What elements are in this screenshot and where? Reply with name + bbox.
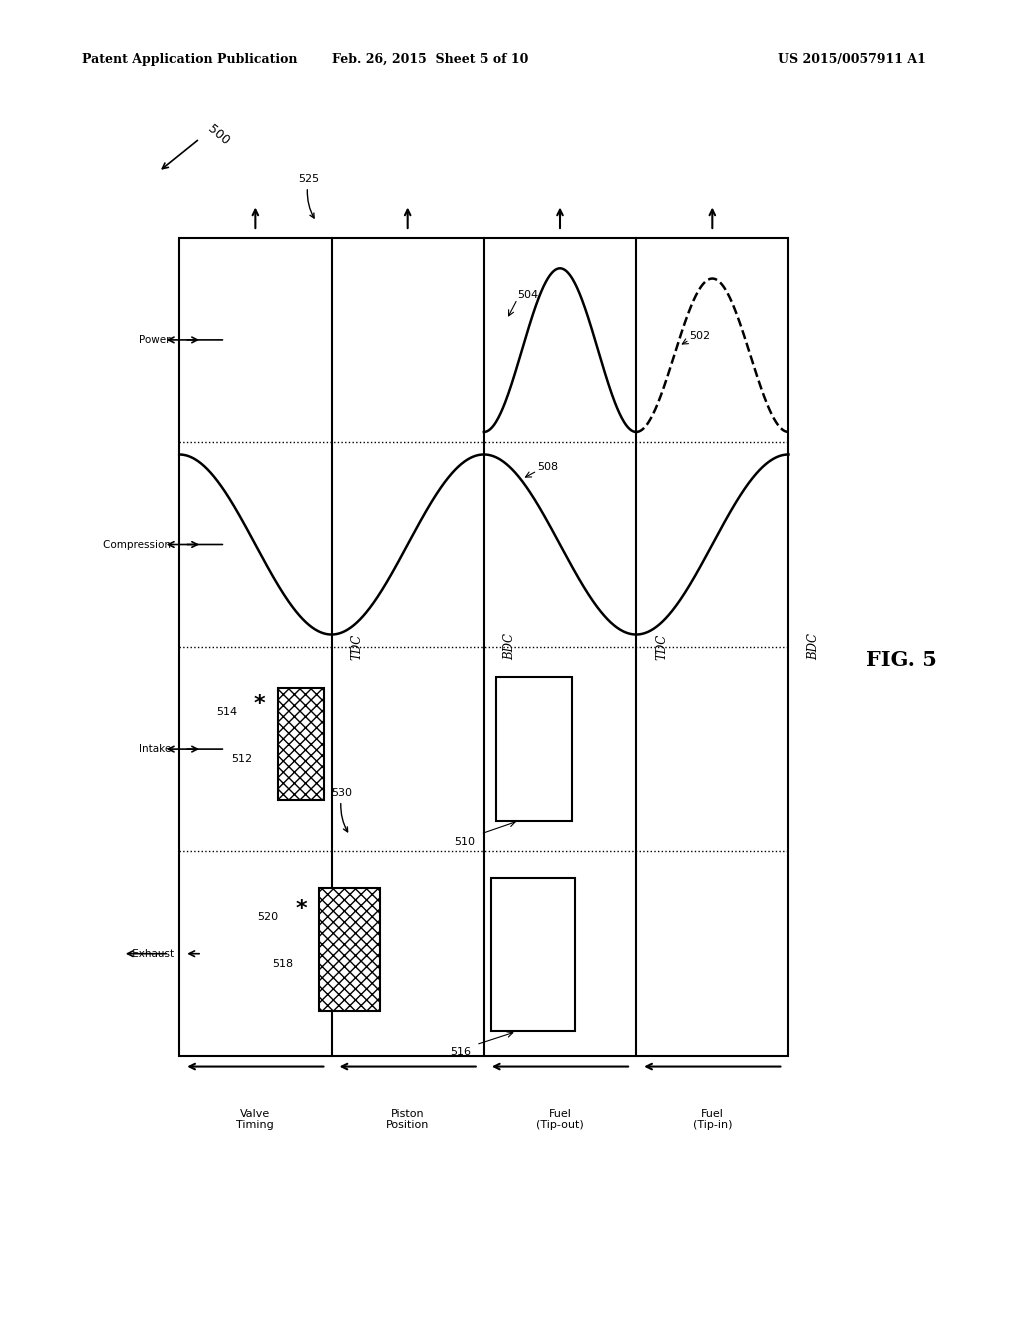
Text: US 2015/0057911 A1: US 2015/0057911 A1: [778, 53, 926, 66]
Text: *: *: [254, 694, 265, 714]
Bar: [492, 878, 575, 1031]
Text: 502: 502: [689, 331, 711, 341]
Text: Patent Application Publication: Patent Application Publication: [82, 53, 297, 66]
Text: Feb. 26, 2015  Sheet 5 of 10: Feb. 26, 2015 Sheet 5 of 10: [332, 53, 528, 66]
Text: Piston
Position: Piston Position: [386, 1109, 429, 1130]
Text: FIG. 5: FIG. 5: [865, 649, 937, 671]
Text: Fuel
(Tip-in): Fuel (Tip-in): [692, 1109, 732, 1130]
Text: BDC: BDC: [503, 634, 516, 660]
Text: BDC: BDC: [808, 634, 820, 660]
Text: 520: 520: [257, 912, 279, 921]
Text: 525: 525: [298, 174, 319, 218]
Bar: [496, 677, 572, 821]
Text: 510: 510: [455, 837, 475, 846]
Text: 508: 508: [538, 462, 558, 471]
Text: Exhaust: Exhaust: [129, 949, 174, 958]
Text: 518: 518: [272, 958, 294, 969]
Text: TDC: TDC: [655, 634, 669, 660]
Text: 512: 512: [231, 754, 253, 764]
Text: *: *: [295, 899, 307, 919]
Bar: [279, 688, 324, 800]
Bar: [179, 238, 788, 1056]
Text: Intake: Intake: [138, 744, 174, 754]
Text: 514: 514: [216, 708, 238, 717]
Text: 504: 504: [517, 290, 539, 300]
Text: Valve
Timing: Valve Timing: [237, 1109, 274, 1130]
Bar: [319, 888, 380, 1011]
Text: Fuel
(Tip-out): Fuel (Tip-out): [537, 1109, 584, 1130]
Text: 530: 530: [332, 788, 352, 832]
Text: Compression: Compression: [102, 540, 174, 549]
Text: TDC: TDC: [350, 634, 364, 660]
Text: Power: Power: [139, 335, 174, 345]
Text: 500: 500: [205, 121, 231, 148]
Text: 516: 516: [450, 1047, 471, 1057]
